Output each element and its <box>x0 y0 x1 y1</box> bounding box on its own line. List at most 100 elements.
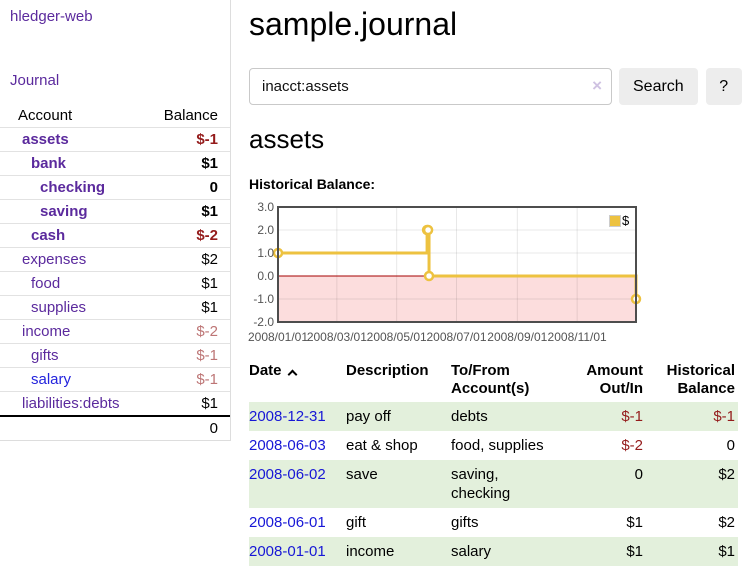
account-link-assets[interactable]: assets <box>22 131 69 148</box>
account-row: saving $1 <box>0 199 230 224</box>
register-description-cell: eat & shop <box>346 437 418 454</box>
account-row: cash $-2 <box>0 223 230 248</box>
help-button[interactable]: ? <box>705 68 742 105</box>
register-date-link[interactable]: 2008-06-03 <box>249 437 326 454</box>
legend-label: $ <box>622 213 630 228</box>
register-header-date-label: Date <box>249 362 282 379</box>
account-row: assets $-1 <box>0 127 230 152</box>
account-heading: assets <box>249 124 325 154</box>
register-accounts-cell: salary <box>451 543 492 560</box>
register-balance-cell: $2 <box>718 466 735 483</box>
register-amount-cell: $-1 <box>621 408 643 425</box>
register-header-row: Date Description To/From Account(s) Amou… <box>249 362 738 402</box>
register-row: 2008-06-02 save saving, checking 0 $2 <box>249 460 738 508</box>
account-balance: $-1 <box>148 343 230 368</box>
account-balance: 0 <box>148 175 230 200</box>
account-row: salary $-1 <box>0 367 230 392</box>
account-link-checking[interactable]: checking <box>40 179 106 196</box>
register-amount-cell: $1 <box>626 514 643 531</box>
account-name-cell: checking <box>0 175 149 200</box>
register-description-cell: gift <box>346 514 367 531</box>
account-balance: $-1 <box>148 127 230 152</box>
register-date-link[interactable]: 2008-06-01 <box>249 514 326 531</box>
account-name-cell: cash <box>0 223 149 248</box>
accounts-total-row: 0 <box>0 415 230 441</box>
register-header-date[interactable]: Date <box>249 362 346 402</box>
account-link-supplies[interactable]: supplies <box>31 299 87 316</box>
account-link-cash[interactable]: cash <box>31 227 66 244</box>
account-link-salary[interactable]: salary <box>31 371 72 388</box>
register-description-cell: income <box>346 543 395 560</box>
chart-title: Historical Balance: <box>249 176 376 192</box>
register-date-cell: 2008-06-02 <box>249 460 346 508</box>
legend-swatch-icon <box>609 214 621 227</box>
account-balance: $-1 <box>148 367 230 392</box>
register-date-link[interactable]: 2008-06-02 <box>249 466 326 483</box>
register-date-cell: 2008-01-01 <box>249 537 346 566</box>
account-row: expenses $2 <box>0 247 230 272</box>
search-input[interactable] <box>249 68 612 105</box>
historical-balance-chart: 3.0 2.0 1.0 0.0 -1.0 -2.0 2008/01/01 2008/03/01… <box>248 200 742 344</box>
account-name-cell: assets <box>0 127 149 152</box>
account-balance: $1 <box>148 199 230 224</box>
account-row: gifts $-1 <box>0 343 230 368</box>
account-link-gifts[interactable]: gifts <box>31 347 59 364</box>
sidebar-item-journal[interactable]: Journal <box>10 72 60 89</box>
account-row: income $-2 <box>0 319 230 344</box>
register-row: 2008-06-01 gift gifts $1 $2 <box>249 508 738 537</box>
account-link-expenses[interactable]: expenses <box>22 251 87 268</box>
account-name-cell: supplies <box>0 295 149 320</box>
account-balance: $1 <box>148 295 230 320</box>
register-accounts-cell: saving, checking <box>451 466 511 502</box>
account-balance: $2 <box>148 247 230 272</box>
account-row: checking 0 <box>0 175 230 200</box>
accounts-header-balance: Balance <box>148 104 230 128</box>
clear-search-icon[interactable]: × <box>592 76 602 95</box>
brand-link[interactable]: hledger-web <box>10 8 93 25</box>
search-button[interactable]: Search <box>619 68 698 105</box>
chart-y-tick-label: -1.0 <box>253 292 274 306</box>
sidebar: hledger-web Journal Account Balance asse… <box>0 0 231 441</box>
register-date-cell: 2008-12-31 <box>249 402 346 431</box>
account-link-saving[interactable]: saving <box>40 203 88 220</box>
chart-y-tick-label: 2.0 <box>257 223 274 237</box>
register-balance-cell: $2 <box>718 514 735 531</box>
chart-x-tick-label: 2008/01/01 <box>247 330 309 344</box>
register-accounts-cell: gifts <box>451 514 479 531</box>
register-header-amount: Amount Out/In <box>586 362 643 397</box>
register-row: 2008-06-03 eat & shop food, supplies $-2 0 <box>249 431 738 460</box>
account-link-bank[interactable]: bank <box>31 155 67 172</box>
register-description-cell: save <box>346 466 378 483</box>
account-balance: $-2 <box>148 223 230 248</box>
register-date-link[interactable]: 2008-01-01 <box>249 543 326 560</box>
page-title: sample.journal <box>249 6 458 42</box>
account-name-cell: expenses <box>0 247 149 272</box>
account-name-cell: bank <box>0 151 149 176</box>
page-layout: hledger-web Journal Account Balance asse… <box>0 0 742 566</box>
register-table: Date Description To/From Account(s) Amou… <box>249 362 738 566</box>
account-row: bank $1 <box>0 151 230 176</box>
register-date-link[interactable]: 2008-12-31 <box>249 408 326 425</box>
chart-legend: $ <box>609 213 629 228</box>
register-description-cell: pay off <box>346 408 391 425</box>
register-balance-cell: $1 <box>718 543 735 560</box>
register-amount-cell: $-2 <box>621 437 643 454</box>
account-link-food[interactable]: food <box>31 275 61 292</box>
account-name-cell: income <box>0 319 149 344</box>
account-balance: $1 <box>148 151 230 176</box>
register-header-description: Description <box>346 362 429 379</box>
account-row: liabilities:debts $1 <box>0 391 230 417</box>
accounts-header-row: Account Balance <box>0 104 230 128</box>
register-balance-cell: 0 <box>726 437 735 454</box>
search-input-wrap: × <box>249 68 612 105</box>
chart-x-tick-label: 2008/09/01 <box>487 330 548 344</box>
register-balance-cell: $-1 <box>713 408 735 425</box>
chart-y-tick-label: 1.0 <box>257 246 274 260</box>
chart-canvas <box>272 206 642 323</box>
accounts-header-account: Account <box>0 104 149 128</box>
register-accounts-cell: debts <box>451 408 488 425</box>
account-balance: $1 <box>148 271 230 296</box>
account-row: supplies $1 <box>0 295 230 320</box>
account-link-income[interactable]: income <box>22 323 71 340</box>
account-link-liabilities-debts[interactable]: liabilities:debts <box>22 395 120 412</box>
